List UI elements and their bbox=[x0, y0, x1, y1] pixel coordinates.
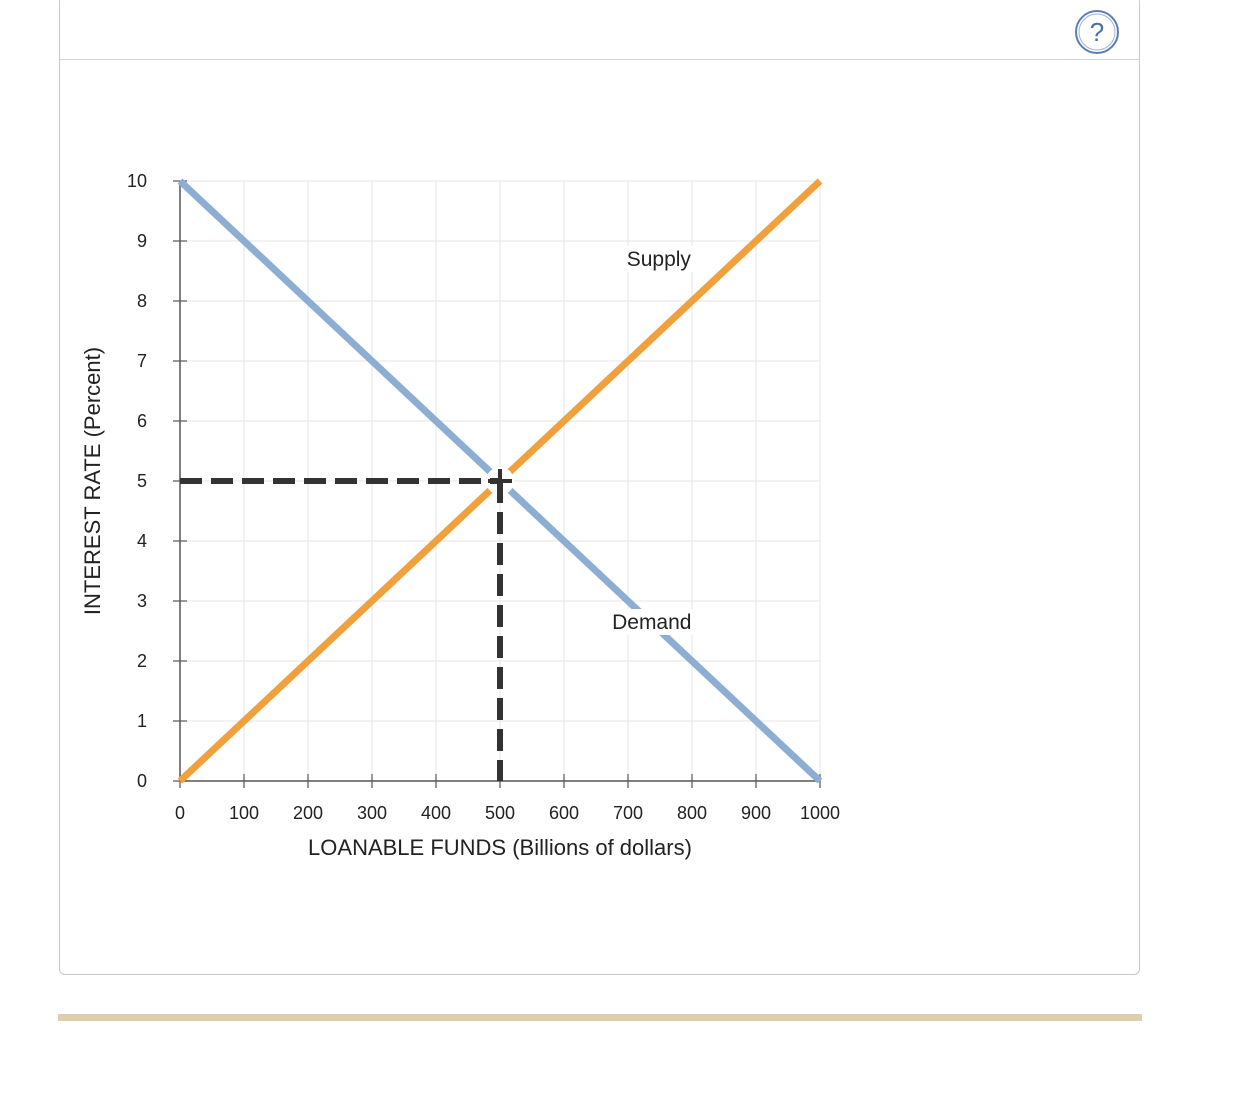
y-tick-label: 7 bbox=[137, 351, 147, 371]
x-tick-label: 600 bbox=[549, 803, 579, 823]
series-label-bg bbox=[608, 609, 695, 635]
y-tick-label: 10 bbox=[127, 171, 147, 191]
x-tick-label: 900 bbox=[741, 803, 771, 823]
help-button[interactable]: ? bbox=[1075, 10, 1119, 54]
x-tick-label: 800 bbox=[677, 803, 707, 823]
x-tick-label: 0 bbox=[175, 803, 185, 823]
x-tick-label: 1000 bbox=[800, 803, 840, 823]
x-tick-label: 500 bbox=[485, 803, 515, 823]
series-label-bg bbox=[615, 246, 702, 272]
equilibrium-marker bbox=[180, 467, 514, 781]
y-axis-label: INTEREST RATE (Percent) bbox=[80, 347, 105, 615]
y-tick-label: 0 bbox=[137, 771, 147, 791]
help-icon-inner bbox=[1078, 13, 1116, 51]
y-tick-label: 6 bbox=[137, 411, 147, 431]
help-label: ? bbox=[1090, 17, 1104, 47]
footer-bar bbox=[58, 1014, 1142, 1021]
x-tick-label: 400 bbox=[421, 803, 451, 823]
x-tick-label: 200 bbox=[293, 803, 323, 823]
x-tick-label: 300 bbox=[357, 803, 387, 823]
y-ticks: 0 1 2 3 4 5 6 7 8 9 10 bbox=[127, 171, 187, 791]
y-tick-label: 5 bbox=[137, 471, 147, 491]
y-tick-label: 2 bbox=[137, 651, 147, 671]
x-ticks: 0 100 200 300 400 500 600 700 800 900 1000 bbox=[175, 774, 840, 823]
x-tick-label: 700 bbox=[613, 803, 643, 823]
y-tick-label: 3 bbox=[137, 591, 147, 611]
y-tick-label: 8 bbox=[137, 291, 147, 311]
y-tick-label: 1 bbox=[137, 711, 147, 731]
x-tick-label: 100 bbox=[229, 803, 259, 823]
x-axis-label: LOANABLE FUNDS (Billions of dollars) bbox=[308, 835, 692, 860]
panel-divider bbox=[60, 59, 1139, 60]
y-tick-label: 9 bbox=[137, 231, 147, 251]
demand-label[interactable]: Demand bbox=[612, 611, 691, 634]
y-tick-label: 4 bbox=[137, 531, 147, 551]
series-labels: Supply Demand bbox=[608, 246, 702, 635]
graph-panel bbox=[59, 0, 1140, 975]
supply-label[interactable]: Supply bbox=[627, 248, 692, 271]
